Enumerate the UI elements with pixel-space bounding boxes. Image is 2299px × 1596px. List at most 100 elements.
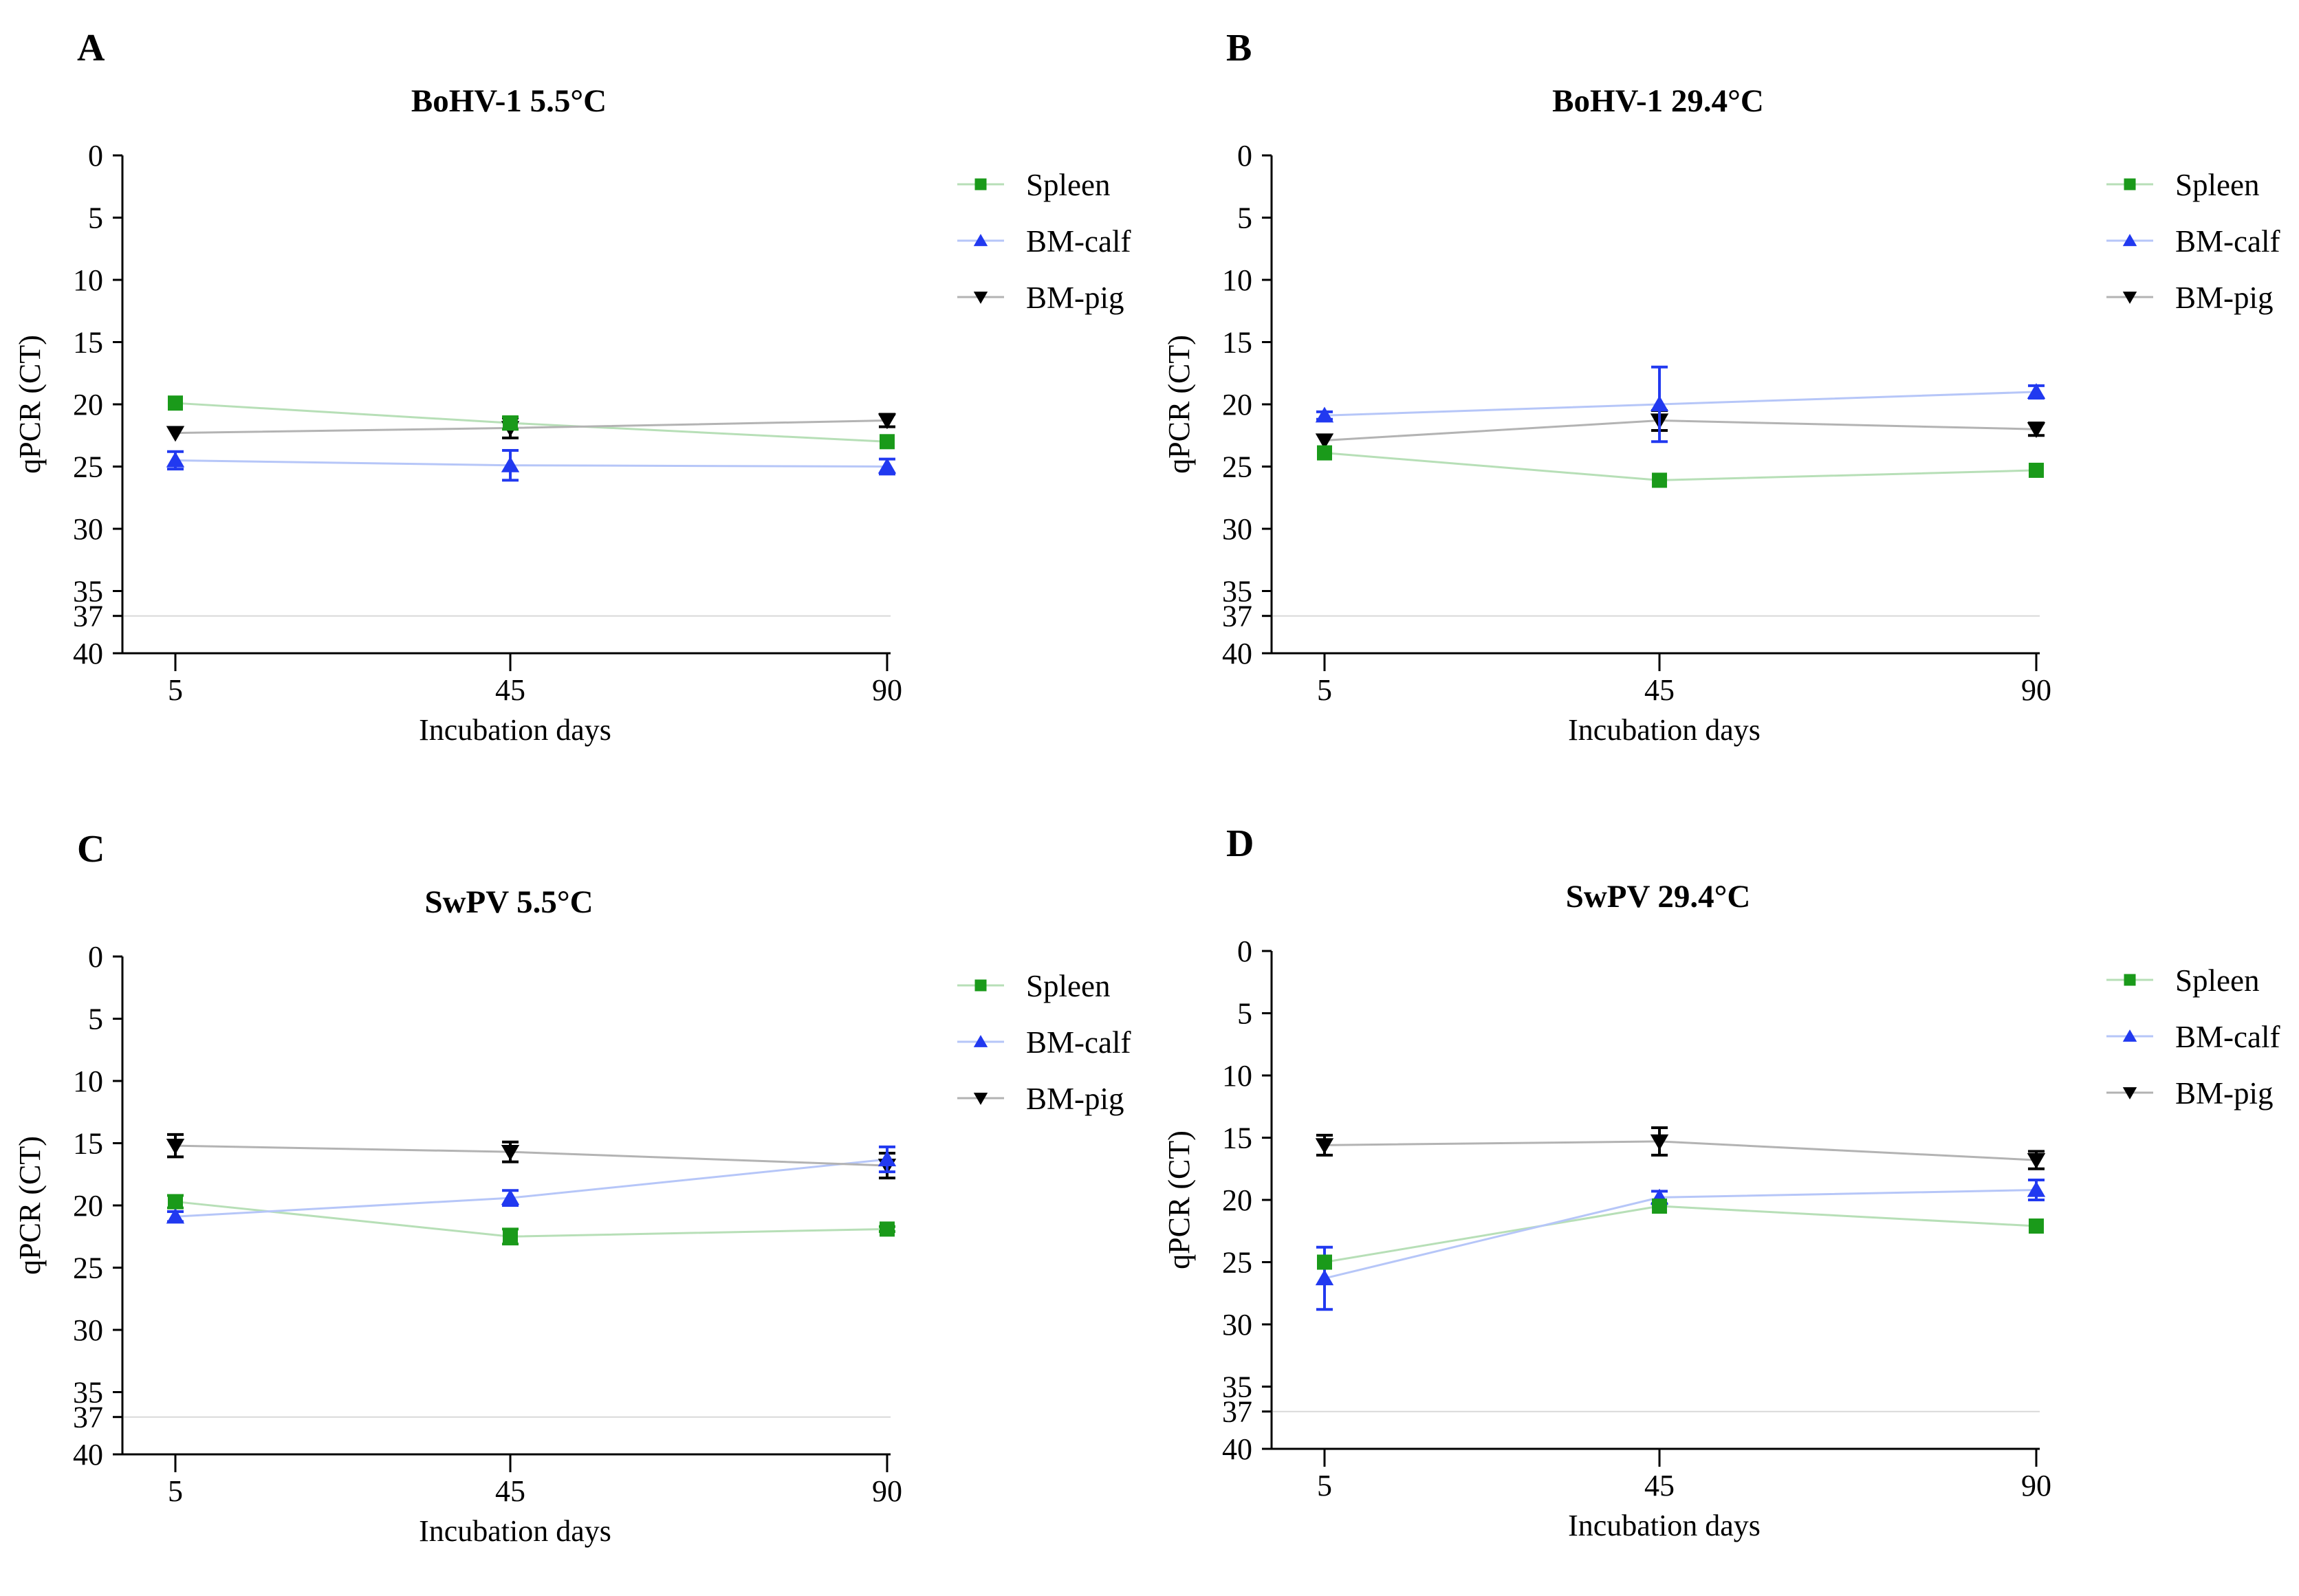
marker-bm-calf-day90 <box>878 1150 897 1167</box>
legend-marker-spleen <box>974 178 987 190</box>
x-tick-label: 90 <box>872 1474 902 1508</box>
y-tick-label: 20 <box>73 388 103 422</box>
panel-letter: A <box>77 27 105 69</box>
marker-bm-calf-day45 <box>501 456 520 472</box>
y-tick-label: 10 <box>73 263 103 297</box>
marker-spleen-day90 <box>879 1221 895 1237</box>
legend-item-spleen: Spleen <box>2106 963 2259 998</box>
y-axis-label: qPCR (CT) <box>13 335 47 474</box>
legend-marker-bm-pig <box>973 1093 988 1105</box>
y-tick-label: 10 <box>73 1064 103 1098</box>
x-axis-label: Incubation days <box>419 713 611 747</box>
marker-spleen-day45 <box>503 415 519 431</box>
x-tick-label: 45 <box>1644 1469 1675 1502</box>
marker-bm-calf-day45 <box>1650 395 1669 412</box>
y-tick-label: 40 <box>1222 637 1252 670</box>
legend-marker-bm-pig <box>973 292 988 304</box>
y-tick-label: 37 <box>1222 600 1252 633</box>
marker-bm-calf-day90 <box>878 457 897 474</box>
y-tick-label: 35 <box>1222 1370 1252 1404</box>
marker-bm-pig-day5 <box>1315 1138 1334 1155</box>
legend-label-spleen: Spleen <box>2175 963 2259 998</box>
y-tick-label: 0 <box>1237 139 1252 173</box>
legend-item-spleen: Spleen <box>957 969 1110 1003</box>
y-tick-label: 10 <box>1222 263 1252 297</box>
marker-spleen-day5 <box>168 1194 183 1210</box>
legend-item-spleen: Spleen <box>957 168 1110 202</box>
marker-bm-calf-day5 <box>166 1207 185 1224</box>
y-tick-label: 15 <box>73 1127 103 1161</box>
marker-bm-calf-day5 <box>1315 406 1334 423</box>
y-tick-label: 5 <box>88 201 103 235</box>
y-tick-label: 30 <box>73 512 103 546</box>
x-tick-label: 90 <box>2021 673 2051 707</box>
series-line-bm-calf <box>1324 391 2037 417</box>
x-tick-label: 45 <box>495 673 525 707</box>
panel-b: B BoHV-1 29.4°C 0 5 10 15 20 25 30 35 37 40 5 45 90 Inc… <box>1149 0 2298 795</box>
legend-marker-bm-calf <box>2122 1029 2137 1042</box>
marker-bm-pig-day5 <box>166 426 185 442</box>
legend-label-bm-calf: BM-calf <box>2175 224 2280 259</box>
legend-label-bm-calf: BM-calf <box>1026 1025 1131 1060</box>
panel-title: SwPV 29.4°C <box>1566 879 1751 915</box>
x-tick-label: 45 <box>1644 673 1675 707</box>
legend-label-spleen: Spleen <box>2175 168 2259 202</box>
marker-bm-pig-day45 <box>501 1145 520 1161</box>
marker-spleen-day90 <box>2028 462 2044 478</box>
legend-marker-bm-calf <box>973 234 988 246</box>
x-tick-label: 90 <box>2021 1469 2051 1502</box>
legend-label-bm-calf: BM-calf <box>2175 1020 2280 1054</box>
legend-label-bm-calf: BM-calf <box>1026 224 1131 259</box>
legend-marker-bm-pig <box>2122 292 2137 304</box>
y-axis-label: qPCR (CT) <box>13 1136 47 1275</box>
y-axis-label: qPCR (CT) <box>1162 1130 1196 1269</box>
legend-label-bm-pig: BM-pig <box>1026 1082 1124 1116</box>
y-tick-label: 15 <box>1222 326 1252 360</box>
legend-item-bm-pig: BM-pig <box>957 1082 1124 1116</box>
panel-title: SwPV 5.5°C <box>424 884 593 920</box>
series-line-bm-calf <box>175 459 887 468</box>
legend-item-bm-calf: BM-calf <box>2106 1020 2280 1054</box>
y-tick-label: 35 <box>73 575 103 609</box>
y-tick-label: 20 <box>1222 1183 1252 1217</box>
y-tick-label: 20 <box>1222 388 1252 422</box>
legend-item-bm-calf: BM-calf <box>957 1025 1131 1060</box>
y-tick-label: 0 <box>88 940 103 974</box>
x-tick-label: 5 <box>168 1474 183 1508</box>
legend-item-bm-calf: BM-calf <box>2106 224 2280 259</box>
marker-bm-pig-day45 <box>1650 1134 1669 1150</box>
panel-letter: B <box>1226 27 1252 69</box>
marker-bm-calf-day5 <box>166 451 185 468</box>
y-tick-label: 5 <box>1237 997 1252 1031</box>
y-tick-label: 40 <box>73 637 103 670</box>
y-tick-label: 30 <box>1222 1308 1252 1342</box>
y-tick-label: 37 <box>73 1401 103 1434</box>
x-tick-label: 45 <box>495 1474 525 1508</box>
legend-marker-bm-calf <box>973 1035 988 1047</box>
marker-spleen-day5 <box>168 395 183 411</box>
legend-label-spleen: Spleen <box>1026 168 1110 202</box>
x-axis-label: Incubation days <box>419 1514 611 1548</box>
y-tick-label: 0 <box>88 139 103 173</box>
panel-a: A BoHV-1 5.5°C 0 5 10 15 20 25 30 35 37 40 5 45 90 Incu… <box>0 0 1149 795</box>
marker-bm-calf-day90 <box>2027 1181 2046 1197</box>
axis-lines <box>121 155 891 655</box>
y-tick-label: 25 <box>73 450 103 484</box>
y-tick-label: 35 <box>1222 575 1252 609</box>
panel-title: BoHV-1 29.4°C <box>1552 83 1764 119</box>
y-tick-label: 10 <box>1222 1059 1252 1093</box>
marker-spleen-day5 <box>1317 1254 1332 1270</box>
y-tick-label: 30 <box>1222 512 1252 546</box>
y-tick-label: 5 <box>88 1003 103 1036</box>
y-tick-label: 35 <box>73 1376 103 1410</box>
y-tick-label: 30 <box>73 1313 103 1347</box>
series-line-bm-pig <box>175 419 887 435</box>
y-tick-label: 5 <box>1237 201 1252 235</box>
y-tick-label: 15 <box>1222 1122 1252 1155</box>
series-line-bm-pig <box>1324 1140 2037 1161</box>
marker-spleen-day45 <box>503 1229 519 1245</box>
legend-label-bm-pig: BM-pig <box>2175 1076 2274 1111</box>
